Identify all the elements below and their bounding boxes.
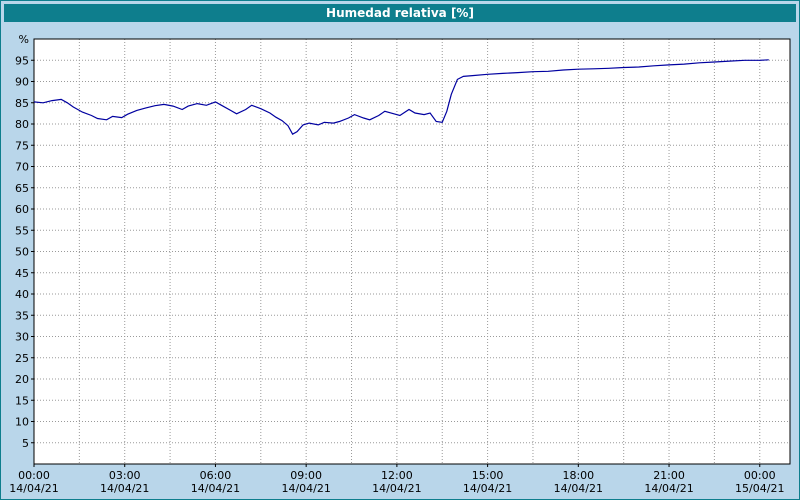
x-tick-date-label: 15/04/21 xyxy=(735,482,784,495)
x-tick-time-label: 15:00 xyxy=(472,469,504,482)
y-tick-label: 95 xyxy=(15,54,29,67)
chart-area: % 5 10 15 20 25 30 35 40 45 50 55 60 65 70 75 80 85 90 95 00… xyxy=(4,25,796,498)
y-tick-label: 15 xyxy=(15,394,29,407)
x-tick-date-label: 14/04/21 xyxy=(463,482,512,495)
y-tick-label: 40 xyxy=(15,288,29,301)
y-tick-label: 10 xyxy=(15,416,29,429)
humidity-series-line xyxy=(33,59,769,136)
y-tick-label: 5 xyxy=(22,437,29,450)
y-tick-label: 60 xyxy=(15,203,29,216)
y-tick-label: 70 xyxy=(15,161,29,174)
x-tick-time-label: 00:00 xyxy=(18,469,50,482)
x-tick-time-label: 21:00 xyxy=(653,469,685,482)
y-tick-label: 55 xyxy=(15,224,29,237)
y-tick-label: 35 xyxy=(15,309,29,322)
y-tick-label: 75 xyxy=(15,139,29,152)
y-tick-label: 90 xyxy=(15,76,29,89)
y-tick-label: 30 xyxy=(15,331,29,344)
chart-titlebar: Humedad relativa [%] xyxy=(4,4,796,22)
x-tick-time-label: 06:00 xyxy=(200,469,232,482)
x-tick-date-label: 14/04/21 xyxy=(191,482,240,495)
x-tick-date-label: 14/04/21 xyxy=(644,482,693,495)
x-tick-date-label: 14/04/21 xyxy=(100,482,149,495)
y-axis-unit-label: % xyxy=(19,33,29,46)
y-tick-label: 45 xyxy=(15,267,29,280)
x-tick-date-label: 14/04/21 xyxy=(9,482,58,495)
y-tick-label: 85 xyxy=(15,97,29,110)
y-tick-label: 20 xyxy=(15,373,29,386)
x-tick-date-label: 14/04/21 xyxy=(281,482,330,495)
x-tick-date-label: 14/04/21 xyxy=(372,482,421,495)
x-tick-time-label: 00:00 xyxy=(744,469,776,482)
y-tick-label: 25 xyxy=(15,352,29,365)
x-tick-time-label: 18:00 xyxy=(562,469,594,482)
y-tick-label: 50 xyxy=(15,246,29,259)
x-tick-time-label: 09:00 xyxy=(290,469,322,482)
y-tick-label: 80 xyxy=(15,118,29,131)
y-tick-label: 65 xyxy=(15,182,29,195)
x-tick-time-label: 12:00 xyxy=(381,469,413,482)
x-tick-time-label: 03:00 xyxy=(109,469,141,482)
x-tick-date-label: 14/04/21 xyxy=(554,482,603,495)
chart-title: Humedad relativa [%] xyxy=(326,6,474,20)
humidity-line-chart: % 5 10 15 20 25 30 35 40 45 50 55 60 65 70 75 80 85 90 95 00… xyxy=(9,33,791,495)
